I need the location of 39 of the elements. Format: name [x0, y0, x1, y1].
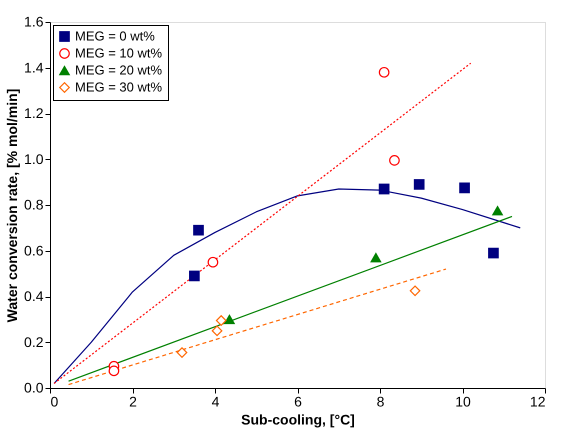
y-axis-title: Water conversion rate, [% mol/min] — [4, 88, 20, 322]
y-tick-label: 1.6 — [24, 14, 44, 30]
y-tick-label: 0.6 — [24, 242, 44, 258]
point — [212, 325, 222, 336]
legend-label: MEG = 30 wt% — [75, 80, 162, 94]
point — [410, 285, 420, 296]
y-tick-label: 0.0 — [24, 380, 44, 396]
legend-label: MEG = 10 wt% — [75, 46, 162, 60]
legend-label: MEG = 20 wt% — [75, 62, 162, 78]
point — [224, 314, 235, 324]
x-tick-label: 8 — [376, 394, 385, 410]
x-tick-label: 4 — [212, 394, 220, 410]
y-tick-label: 0.2 — [24, 334, 44, 350]
y-tick-label: 1.4 — [24, 59, 44, 76]
x-axis-title: Sub-cooling, [°C] — [241, 412, 355, 428]
x-tick-label: 10 — [455, 394, 471, 410]
y-tick-label: 1.2 — [24, 105, 44, 121]
point — [176, 347, 188, 358]
y-tick-label: 0.4 — [24, 288, 44, 304]
point — [378, 66, 390, 78]
point — [492, 206, 503, 216]
y-tick-label: 1.0 — [24, 150, 44, 167]
point — [208, 256, 218, 268]
x-tick-label: 6 — [294, 394, 302, 410]
point — [378, 184, 390, 194]
x-tick-label: 12 — [530, 394, 546, 410]
point — [189, 270, 200, 282]
y-tick-label: 0.8 — [24, 196, 44, 212]
point — [216, 315, 227, 326]
point — [488, 248, 499, 258]
legend-label: MEG = 0 wt% — [75, 28, 156, 44]
x-tick-label: 0 — [50, 394, 58, 410]
point — [193, 224, 204, 236]
x-tick-label: 2 — [129, 394, 138, 410]
point — [370, 252, 382, 262]
point — [108, 366, 120, 376]
point — [389, 155, 400, 166]
point — [459, 182, 470, 194]
point — [414, 179, 425, 190]
